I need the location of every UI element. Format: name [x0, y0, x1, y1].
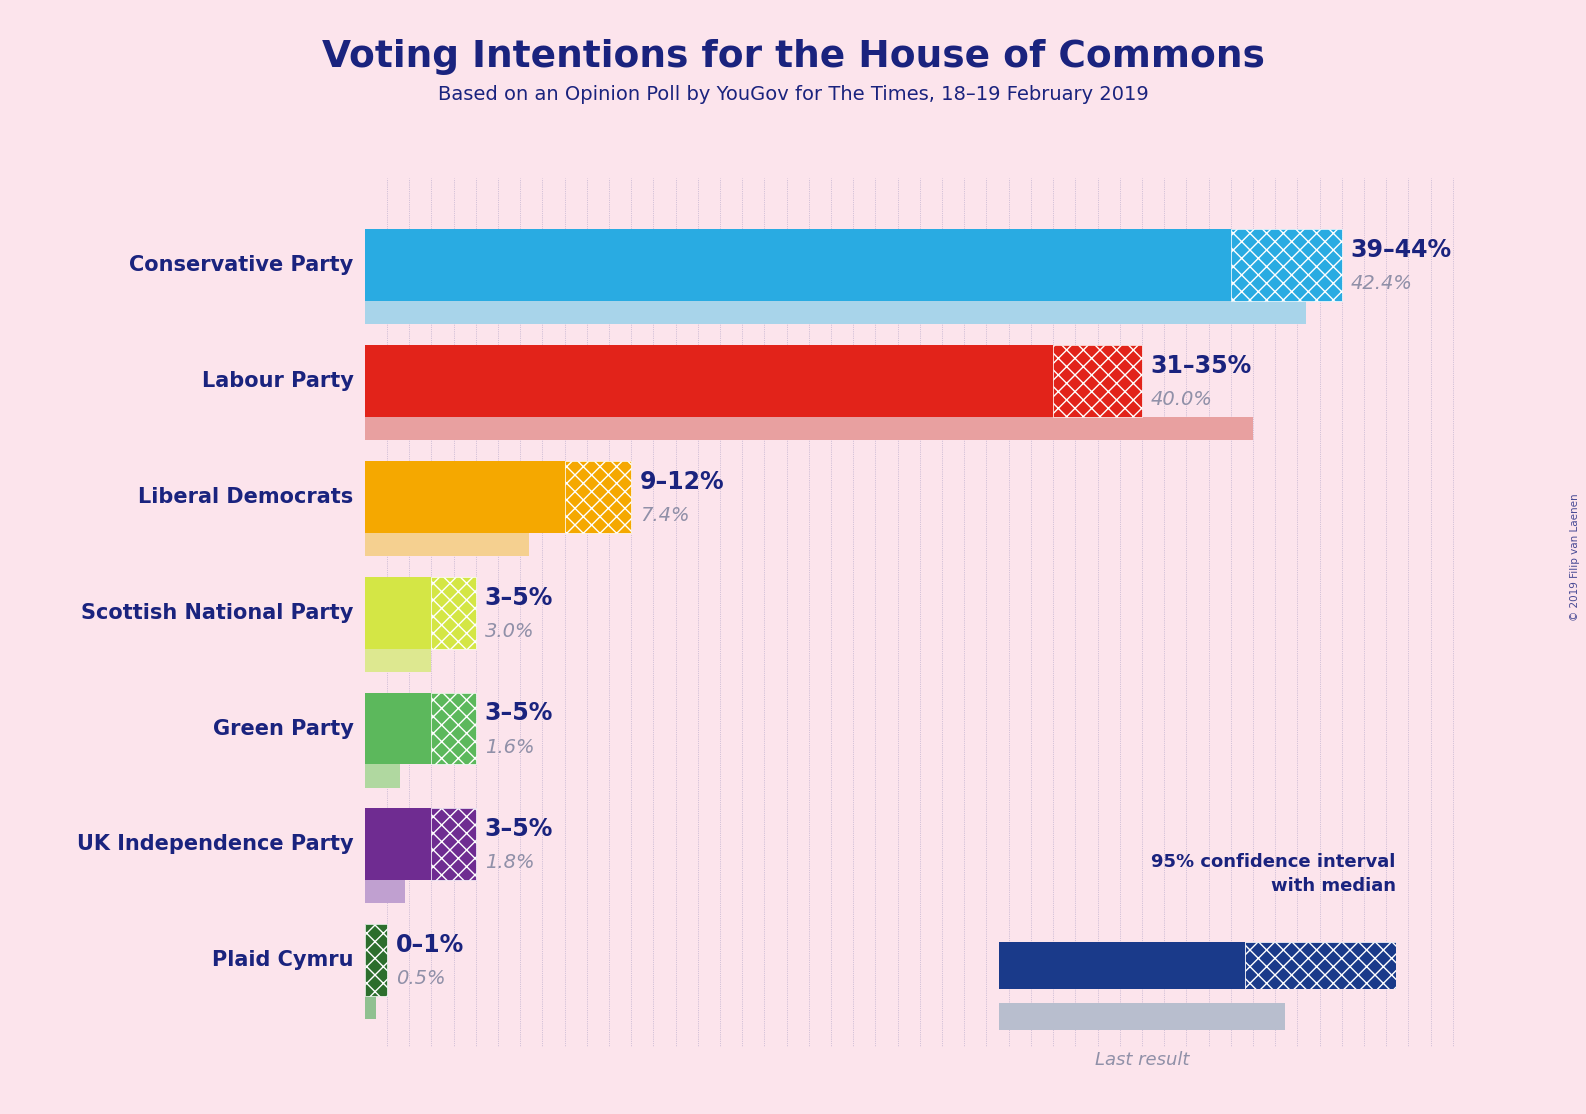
Bar: [365, 588, 431, 637]
Text: Plaid Cymru: Plaid Cymru: [213, 950, 354, 970]
Bar: [365, 229, 1231, 301]
Text: 31–35%: 31–35%: [1151, 354, 1251, 378]
Bar: [365, 356, 1053, 405]
Text: 42.4%: 42.4%: [1351, 274, 1413, 293]
Text: 1.8%: 1.8%: [485, 853, 534, 872]
Bar: [365, 577, 431, 648]
Text: Labour Party: Labour Party: [201, 371, 354, 391]
Bar: [365, 301, 1307, 324]
Text: 39–44%: 39–44%: [1351, 238, 1451, 262]
Bar: [365, 345, 1142, 417]
Bar: [365, 472, 565, 521]
Bar: [1053, 345, 1142, 417]
Text: 7.4%: 7.4%: [641, 506, 690, 525]
Bar: [365, 809, 476, 880]
Bar: [1231, 229, 1342, 301]
Bar: [365, 532, 530, 556]
Text: 9–12%: 9–12%: [641, 470, 725, 494]
Bar: [365, 693, 476, 764]
Bar: [365, 417, 1253, 440]
Bar: [365, 241, 1231, 290]
Bar: [431, 809, 476, 880]
Bar: [365, 704, 431, 753]
Bar: [565, 461, 631, 532]
Text: © 2019 Filip van Laenen: © 2019 Filip van Laenen: [1570, 494, 1580, 620]
Text: 3–5%: 3–5%: [485, 702, 554, 725]
Bar: [365, 996, 376, 1019]
Bar: [999, 942, 1245, 989]
Text: 3.0%: 3.0%: [485, 622, 534, 641]
Bar: [431, 577, 476, 648]
Text: Based on an Opinion Poll by YouGov for The Times, 18–19 February 2019: Based on an Opinion Poll by YouGov for T…: [438, 85, 1148, 104]
Bar: [365, 693, 431, 764]
Text: Scottish National Party: Scottish National Party: [81, 603, 354, 623]
Bar: [365, 648, 431, 672]
Text: 40.0%: 40.0%: [1151, 390, 1213, 409]
Bar: [365, 880, 404, 903]
Text: UK Independence Party: UK Independence Party: [78, 834, 354, 854]
Bar: [365, 820, 431, 869]
Text: Voting Intentions for the House of Commons: Voting Intentions for the House of Commo…: [322, 39, 1264, 75]
Text: 3–5%: 3–5%: [485, 586, 554, 609]
Bar: [365, 461, 565, 532]
Text: 1.6%: 1.6%: [485, 737, 534, 756]
Text: 3–5%: 3–5%: [485, 818, 554, 841]
Bar: [365, 925, 387, 996]
Text: Conservative Party: Conservative Party: [130, 255, 354, 275]
Text: Last result: Last result: [1094, 1051, 1190, 1068]
Text: Green Party: Green Party: [213, 719, 354, 739]
Bar: [365, 925, 387, 996]
Bar: [1245, 942, 1396, 989]
Bar: [365, 345, 1053, 417]
Bar: [365, 809, 431, 880]
Text: Liberal Democrats: Liberal Democrats: [138, 487, 354, 507]
Bar: [365, 577, 476, 648]
Bar: [365, 229, 1342, 301]
Text: 95% confidence interval
with median: 95% confidence interval with median: [1151, 853, 1396, 895]
Bar: [431, 693, 476, 764]
Bar: [365, 461, 631, 532]
Text: 0.5%: 0.5%: [396, 969, 446, 988]
Bar: [365, 764, 400, 788]
Text: 0–1%: 0–1%: [396, 934, 465, 957]
